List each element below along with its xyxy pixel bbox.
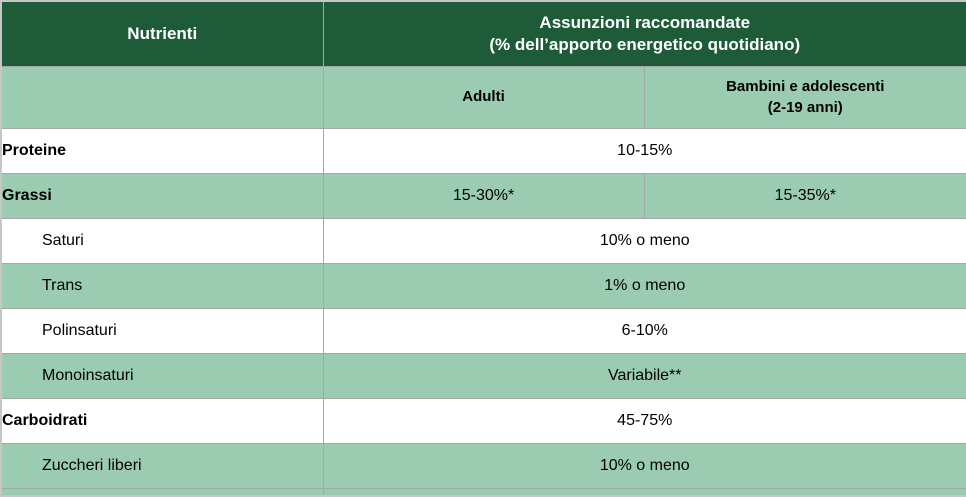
table-row-cutoff-strip [0, 488, 966, 496]
header-children-line2: (2-19 anni) [767, 98, 843, 116]
table-row-zuccheri-liberi: Zuccheri liberi 10% o meno [0, 443, 966, 489]
row-value-zuccheri-liberi: 10% o meno [322, 443, 966, 489]
row-value-polinsaturi: 6-10% [322, 308, 966, 354]
header-cell-empty [0, 66, 324, 129]
row-value-proteine: 10-15% [322, 128, 966, 174]
row-value-trans: 1% o meno [322, 263, 966, 309]
header-cell-recommended-intake: Assunzioni raccomandate (% dell’apporto … [322, 0, 966, 67]
header-intake-subtitle: (% dell’apporto energetico quotidiano) [489, 35, 801, 54]
row-value-monoinsaturi: Variabile** [322, 353, 966, 399]
row-label-monoinsaturi: Monoinsaturi [0, 353, 324, 399]
row-label-saturi: Saturi [0, 218, 324, 264]
table-row-monoinsaturi: Monoinsaturi Variabile** [0, 353, 966, 399]
table-row-saturi: Saturi 10% o meno [0, 218, 966, 264]
row-label-grassi: Grassi [0, 173, 324, 219]
row-value-grassi-children: 15-35%* [643, 173, 966, 219]
row-value-carboidrati: 45-75% [322, 398, 966, 444]
table-row-carboidrati: Carboidrati 45-75% [0, 398, 966, 444]
table-row-grassi: Grassi 15-30%* 15-35%* [0, 173, 966, 219]
header-row-main: Nutrienti Assunzioni raccomandate (% del… [0, 0, 966, 67]
table-row-trans: Trans 1% o meno [0, 263, 966, 309]
header-cell-nutrients: Nutrienti [0, 0, 324, 67]
header-row-groups: Adulti Bambini e adolescenti (2-19 anni) [0, 66, 966, 129]
header-children-line1: Bambini e adolescenti [726, 78, 885, 96]
table-row-proteine: Proteine 10-15% [0, 128, 966, 174]
cutoff-strip-cell-right [322, 488, 966, 496]
row-value-saturi: 10% o meno [322, 218, 966, 264]
header-intake-title: Assunzioni raccomandate [539, 12, 751, 32]
header-adults-label: Adulti [462, 88, 505, 106]
header-cell-children: Bambini e adolescenti (2-19 anni) [643, 66, 966, 129]
row-label-polinsaturi: Polinsaturi [0, 308, 324, 354]
header-cell-adults: Adulti [322, 66, 645, 129]
row-label-zuccheri-liberi: Zuccheri liberi [0, 443, 324, 489]
row-value-grassi-adults: 15-30%* [322, 173, 645, 219]
header-nutrients-label: Nutrienti [127, 23, 198, 43]
row-label-trans: Trans [0, 263, 324, 309]
row-label-carboidrati: Carboidrati [0, 398, 324, 444]
table-row-polinsaturi: Polinsaturi 6-10% [0, 308, 966, 354]
row-label-proteine: Proteine [0, 128, 324, 174]
cutoff-strip-cell-left [0, 488, 324, 496]
